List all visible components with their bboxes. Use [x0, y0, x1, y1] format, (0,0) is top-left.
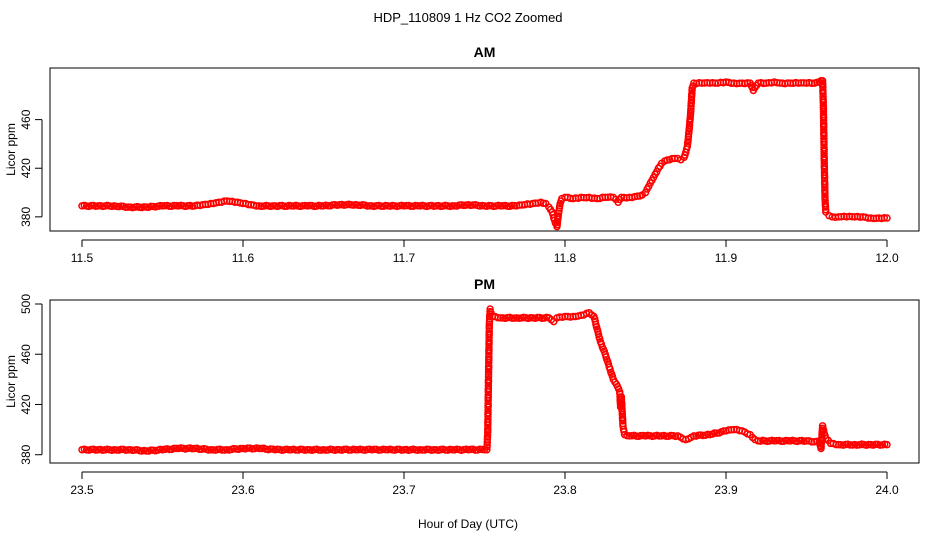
data-point [819, 98, 828, 107]
y-axis-label-am: Licor ppm [4, 123, 18, 176]
panel-am: AM Licor ppm 11.5 11.6 11.7 11.8 11.9 12.0 38… [4, 44, 920, 265]
x-axis-label: Hour of Day (UTC) [418, 517, 518, 531]
data-point [486, 305, 494, 313]
data-point [292, 446, 300, 454]
x-tick-label-am: 12.0 [875, 251, 899, 265]
data-point [483, 445, 491, 454]
data-point [554, 212, 563, 220]
plot-frame-am [49, 67, 920, 232]
x-tick-label-pm: 23.9 [714, 483, 738, 497]
data-point [485, 327, 493, 336]
data-point [684, 132, 693, 141]
data-point [195, 445, 204, 453]
data-point [818, 422, 827, 430]
data-point [448, 202, 457, 210]
series-pm [78, 305, 891, 455]
data-point [494, 314, 502, 322]
panel-title-pm: PM [474, 276, 495, 292]
data-point [618, 417, 627, 425]
y-tick-label-am: 380 [19, 207, 33, 227]
y-tick-label-am: 420 [19, 158, 33, 178]
y-tick-label-pm: 380 [19, 444, 33, 464]
data-point [269, 202, 277, 210]
data-point [710, 429, 719, 437]
data-point [688, 89, 696, 97]
data-point [170, 444, 178, 453]
x-tick-label-pm: 24.0 [875, 483, 899, 497]
y-axis-pm: 380 420 460 500 [19, 294, 43, 465]
series-am [78, 76, 891, 231]
data-point [252, 202, 261, 210]
data-point [236, 444, 245, 453]
x-tick-label-am: 11.9 [715, 251, 738, 265]
x-tick-label-am: 11.6 [232, 251, 255, 265]
data-point [846, 441, 854, 449]
y-tick-label-pm: 420 [19, 394, 33, 414]
data-point [821, 189, 829, 198]
x-axis-pm: 23.5 23.6 23.7 23.8 23.9 24.0 [70, 471, 899, 497]
data-point [483, 438, 492, 447]
data-point [484, 375, 493, 384]
data-point [871, 440, 880, 449]
data-point [124, 203, 132, 211]
x-tick-label-pm: 23.8 [553, 483, 577, 497]
data-point [165, 202, 174, 210]
y-tick-label-pm: 460 [19, 344, 33, 364]
data-point [883, 440, 891, 449]
data-point [533, 313, 542, 322]
data-point [808, 79, 816, 88]
y-axis-label-pm: Licor ppm [4, 355, 18, 408]
data-point [880, 214, 889, 222]
y-tick-label-pm: 500 [19, 294, 33, 314]
data-point [683, 142, 692, 151]
panel-title-am: AM [474, 44, 496, 60]
data-point [883, 214, 891, 222]
x-axis-am: 11.5 11.6 11.7 11.8 11.9 12.0 [71, 239, 899, 265]
plot-frame-pm [49, 299, 920, 464]
y-axis-am: 380 420 460 [19, 109, 43, 227]
figure-title: HDP_110809 1 Hz CO2 Zoomed [373, 10, 562, 25]
data-point [686, 114, 694, 123]
data-point [483, 431, 492, 439]
x-tick-label-am: 11.5 [71, 251, 94, 265]
data-point [832, 440, 840, 449]
x-tick-label-pm: 23.6 [231, 483, 255, 497]
data-point [807, 438, 816, 446]
x-tick-label-pm: 23.5 [70, 483, 94, 497]
data-point [821, 203, 830, 211]
data-point [303, 445, 312, 454]
y-tick-label-am: 460 [19, 109, 33, 129]
panel-pm: PM Licor ppm 23.5 23.6 23.7 23.8 23.9 24.0 38… [4, 276, 920, 497]
x-tick-label-am: 11.8 [554, 251, 577, 265]
data-point [418, 446, 427, 454]
x-tick-label-pm: 23.7 [392, 483, 416, 497]
x-tick-label-am: 11.7 [393, 251, 416, 265]
data-point [662, 432, 670, 440]
data-point [487, 309, 495, 317]
